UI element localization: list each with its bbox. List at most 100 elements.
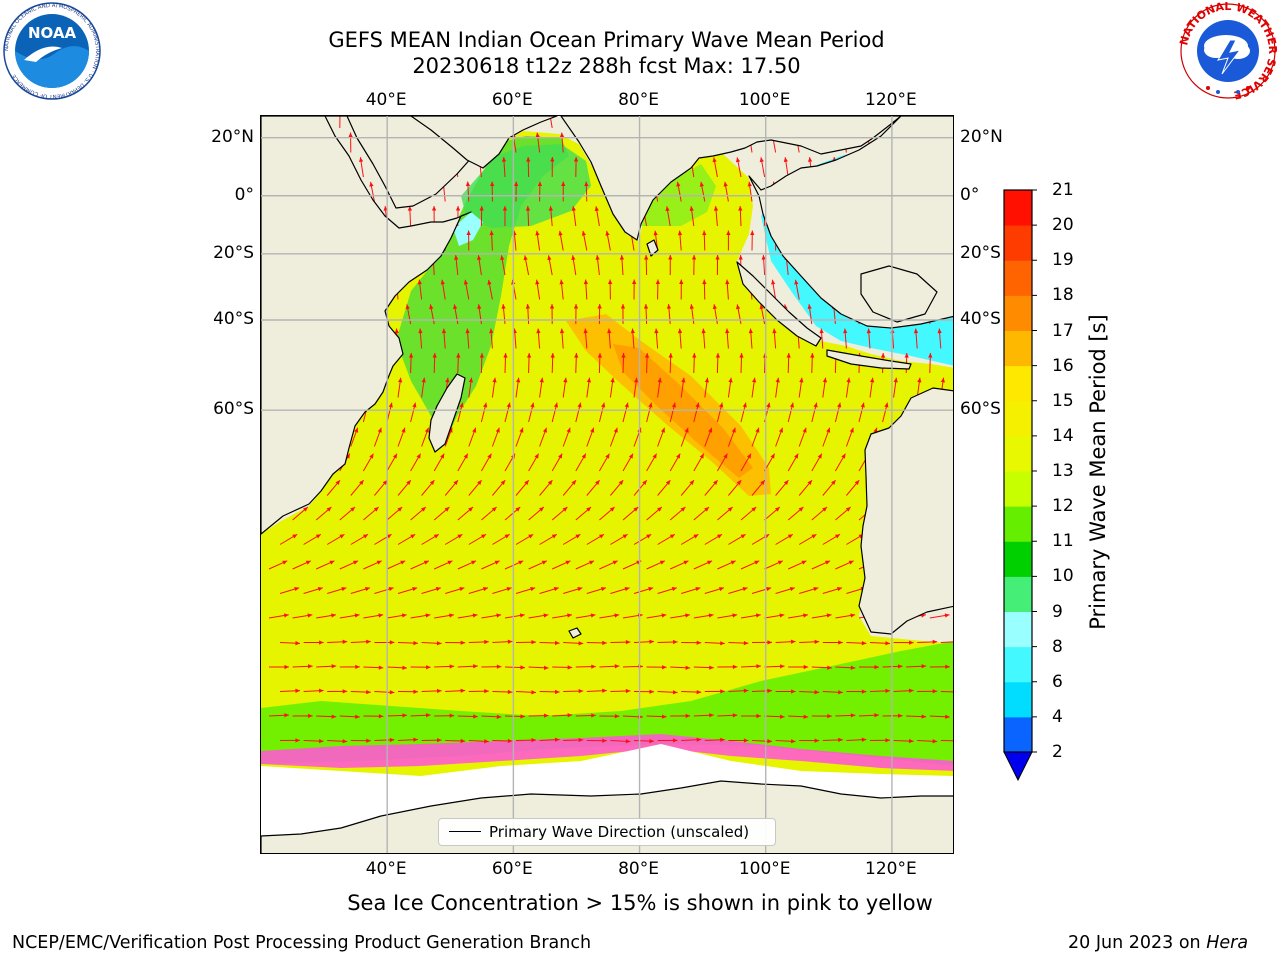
wave-direction-arrow [397, 689, 419, 694]
map-canvas[interactable] [261, 116, 954, 854]
land-india [560, 116, 902, 241]
wave-direction-arrow [807, 304, 813, 325]
wave-direction-arrow [869, 688, 891, 694]
wave-direction-arrow [279, 688, 301, 693]
wave-direction-arrow [558, 230, 564, 251]
wave-direction-arrow [559, 132, 565, 153]
wave-direction-arrow [481, 506, 497, 521]
wave-direction-arrow [421, 738, 442, 743]
wave-direction-arrow [846, 641, 867, 646]
wave-direction-arrow [712, 304, 718, 325]
wave-direction-arrow [819, 328, 824, 349]
wave-direction-arrow [657, 690, 678, 695]
wave-direction-arrow [798, 533, 817, 545]
wave-direction-arrow [835, 665, 856, 670]
title-line-2: 20230618 t12z 288h fcst Max: 17.50 [412, 54, 801, 78]
wave-direction-arrow [843, 328, 848, 349]
wave-direction-arrow [704, 689, 725, 694]
wave-direction-arrow [551, 506, 568, 521]
colorbar-tick-label: 8 [1052, 636, 1063, 657]
wave-direction-arrow [607, 328, 612, 349]
lat-label-right: 60°S [960, 399, 1001, 420]
map-legend: Primary Wave Direction (unscaled) [438, 818, 776, 846]
wave-direction-arrow [783, 157, 789, 178]
wave-direction-arrow [846, 689, 867, 694]
wave-direction-arrow [547, 255, 553, 276]
wave-direction-arrow [528, 713, 549, 718]
wave-direction-arrow [350, 479, 364, 496]
wave-direction-arrow [702, 230, 707, 251]
wave-direction-arrow [563, 689, 584, 694]
lon-label-bottom: 60°E [491, 859, 533, 879]
wave-direction-arrow [599, 664, 620, 669]
wave-direction-arrow [457, 560, 477, 570]
wave-direction-arrow [723, 181, 729, 202]
wave-direction-arrow [386, 613, 407, 619]
wave-direction-arrow [397, 586, 418, 594]
wave-direction-arrow [303, 640, 324, 645]
wave-direction-arrow [327, 639, 348, 644]
wave-direction-arrow [799, 586, 819, 594]
wave-direction-arrow [811, 613, 832, 619]
colorbar-tick-label: 6 [1052, 671, 1063, 692]
wave-direction-arrow [937, 328, 942, 349]
wave-direction-arrow [315, 506, 332, 521]
wave-direction-arrow [292, 613, 313, 619]
wave-direction-arrow [834, 453, 846, 472]
wave-direction-arrow [681, 737, 702, 742]
wave-direction-arrow [810, 352, 815, 374]
wave-direction-arrow [692, 352, 697, 374]
wave-direction-arrow [397, 377, 403, 398]
wave-direction-arrow [715, 254, 720, 276]
colorbar-extend-arrow [1003, 751, 1033, 782]
wave-direction-arrow [515, 586, 536, 594]
wave-direction-arrow [906, 664, 927, 669]
wave-direction-arrow [610, 586, 630, 594]
wave-direction-arrow [764, 664, 785, 669]
wave-direction-arrow [537, 181, 542, 202]
wave-direction-arrow [740, 506, 757, 521]
wave-direction-arrow [539, 479, 553, 496]
wave-direction-arrow [454, 255, 459, 276]
wave-direction-arrow [369, 181, 375, 202]
wave-direction-arrow [279, 641, 301, 646]
wave-direction-arrow [268, 713, 290, 718]
sea-ice-margin-pink [261, 734, 953, 771]
wave-direction-arrow [764, 714, 785, 719]
wave-direction-arrow [728, 479, 742, 496]
wave-direction-arrow [574, 352, 579, 374]
wave-direction-arrow [788, 613, 809, 619]
wave-direction-arrow [740, 613, 761, 619]
wave-direction-arrow [929, 664, 950, 669]
wave-direction-arrow [468, 479, 482, 496]
wave-direction-arrow [670, 613, 691, 619]
wave-direction-arrow [386, 506, 403, 521]
wave-direction-arrow [794, 279, 800, 300]
wave-direction-arrow [504, 560, 524, 570]
wave-direction-arrow [822, 377, 828, 398]
wave-direction-arrow [339, 714, 360, 719]
wave-direction-arrow [571, 255, 577, 276]
wave-direction-arrow [575, 560, 595, 570]
wave-direction-arrow [916, 377, 922, 398]
wave-direction-arrow [417, 279, 423, 300]
wave-direction-arrow [586, 688, 607, 693]
colorbar-tick-label: 15 [1052, 390, 1074, 411]
nws-logo: NATIONAL WEATHER SERVICE [1178, 2, 1278, 100]
wave-direction-arrow [677, 230, 683, 251]
wave-direction-arrow [716, 453, 728, 472]
wave-direction-arrow [764, 613, 785, 619]
colorbar-tick-label: 17 [1052, 320, 1074, 341]
wave-direction-arrow [491, 377, 497, 398]
wave-direction-arrow [535, 132, 541, 153]
wave-direction-arrow [528, 453, 540, 472]
wave-direction-arrow [610, 479, 624, 496]
wave-direction-arrow [539, 737, 560, 742]
wave-direction-arrow [575, 402, 582, 423]
lat-label-left: 60°S [213, 399, 254, 420]
noaa-text: NOAA [28, 24, 77, 42]
wave-direction-arrow [610, 688, 631, 694]
wave-direction-arrow [279, 533, 298, 545]
wave-direction-arrow [303, 688, 324, 693]
wave-direction-arrow [646, 402, 653, 423]
